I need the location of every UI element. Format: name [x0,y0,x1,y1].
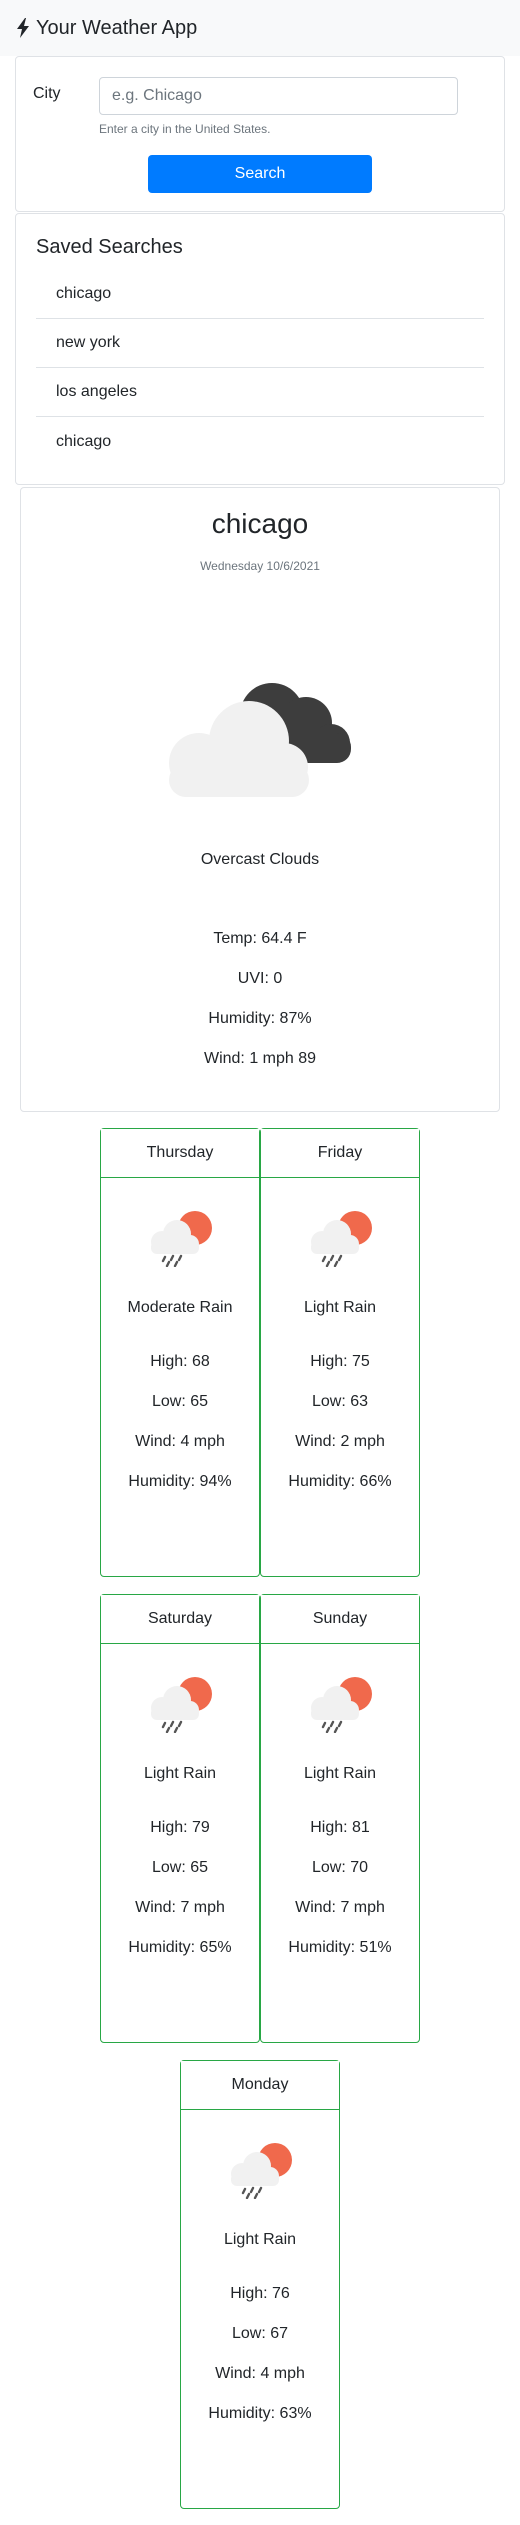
rain-icon [151,1211,212,1267]
current-uvi: UVI: 0 [237,970,283,987]
lightning-bolt-icon [17,18,29,38]
saved-searches-card: Saved Searches chicago new york los ange… [15,213,505,485]
forecast-wind: Wind: 7 mph [295,1899,385,1916]
forecast-humidity: Humidity: 63% [208,2405,312,2422]
forecast-description: Light Rain [303,1765,377,1782]
forecast-card: Monday Light Rain High: 76 Low: 67 Wind:… [180,2060,340,2509]
forecast-day: Saturday [101,1595,259,1644]
forecast-high: High: 68 [150,1353,210,1370]
forecast-day: Friday [261,1129,419,1178]
search-form-card: City Enter a city in the United States. … [15,56,505,212]
forecast-card: Sunday Light Rain High: 81 Low: 70 Wind:… [260,1594,420,2043]
app-brand[interactable]: Your Weather App [16,17,197,40]
navbar: Your Weather App [0,0,520,56]
saved-search-item[interactable]: new york [36,319,484,368]
forecast-card: Saturday Light Rain High: 79 Low: 65 Win… [100,1594,260,2043]
current-wind: Wind: 1 mph 89 [203,1050,317,1067]
saved-searches-title: Saved Searches [36,236,183,258]
forecast-humidity: Humidity: 51% [288,1939,392,1956]
forecast-low: Low: 65 [151,1393,209,1410]
forecast-wind: Wind: 4 mph [135,1433,225,1450]
rain-icon [231,2143,292,2199]
forecast-wind: Wind: 4 mph [215,2365,305,2382]
forecast-low: Low: 63 [311,1393,369,1410]
forecast-high: High: 81 [310,1819,370,1836]
forecast-description: Moderate Rain [127,1299,233,1316]
rain-icon [311,1677,372,1733]
app-title: Your Weather App [36,16,198,39]
forecast-card: Friday Light Rain High: 75 Low: 63 Wind:… [260,1128,420,1577]
forecast-humidity: Humidity: 66% [288,1473,392,1490]
current-date: Wednesday 10/6/2021 [200,559,320,573]
rain-icon [151,1677,212,1733]
forecast-card: Thursday Moderate Rain High: 68 Low: 65 … [100,1128,260,1577]
city-label: City [33,85,61,102]
current-temp: Temp: 64.4 F [213,930,307,947]
saved-search-item[interactable]: chicago [36,270,484,319]
forecast-wind: Wind: 7 mph [135,1899,225,1916]
saved-searches-list: chicago new york los angeles chicago [36,270,484,466]
forecast-high: High: 75 [310,1353,370,1370]
forecast-day: Sunday [261,1595,419,1644]
forecast-description: Light Rain [223,2231,297,2248]
current-humidity: Humidity: 87% [208,1010,312,1027]
current-weather-card: chicago Wednesday 10/6/2021 Overcast Clo… [20,487,500,1112]
forecast-high: High: 79 [150,1819,210,1836]
forecast-low: Low: 70 [311,1859,369,1876]
forecast-high: High: 76 [230,2285,290,2302]
forecast-humidity: Humidity: 65% [128,1939,232,1956]
forecast-day: Monday [181,2061,339,2110]
city-input[interactable] [99,77,458,115]
rain-icon [311,1211,372,1267]
current-city: chicago [211,508,309,539]
city-help-text: Enter a city in the United States. [99,122,271,136]
saved-search-item[interactable]: chicago [56,432,112,450]
forecast-description: Light Rain [303,1299,377,1316]
forecast-description: Light Rain [143,1765,217,1782]
overcast-clouds-icon [169,683,351,797]
forecast-humidity: Humidity: 94% [128,1473,232,1490]
forecast-day: Thursday [101,1129,259,1178]
forecast-low: Low: 67 [231,2325,289,2342]
search-button[interactable]: Search [148,155,372,193]
saved-search-item[interactable]: los angeles [36,368,484,417]
current-description: Overcast Clouds [200,851,320,868]
forecast-wind: Wind: 2 mph [295,1433,385,1450]
forecast-low: Low: 65 [151,1859,209,1876]
